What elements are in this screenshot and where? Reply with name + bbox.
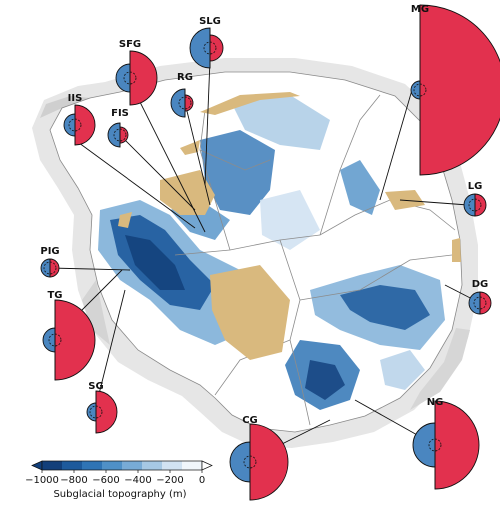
glacier-label-iis: IIS	[68, 93, 83, 104]
cg-reference-circle	[243, 455, 257, 469]
glyph-tg: TG	[42, 290, 96, 381]
glacier-label-slg: SLG	[199, 16, 221, 27]
sfg-reference-circle	[123, 71, 137, 85]
mg-right-half	[419, 4, 500, 176]
cg-left-half	[229, 441, 251, 483]
colorbar-extend-high	[201, 460, 213, 471]
ng-right-half	[434, 400, 480, 490]
glyph-cg: CG	[229, 415, 289, 501]
sg-left-half	[86, 402, 97, 422]
fis-right-half	[119, 126, 129, 144]
colorbar-swatch	[42, 461, 62, 470]
slg-reference-circle	[203, 41, 217, 55]
ronne-filchner-ice-shelf	[160, 170, 215, 215]
leader-rg	[184, 102, 211, 206]
colorbar-ticks: −1000 −800 −600 −400 −200 0	[25, 470, 205, 486]
colorbar-tick-label: −400	[124, 475, 151, 486]
ng-reference-circle	[428, 438, 442, 452]
glacier-label-rg: RG	[177, 72, 193, 83]
glacier-label-mg: MG	[411, 4, 429, 15]
colorbar-title: Subglacial topography (m)	[53, 489, 186, 500]
colorbar-tick-label: −600	[92, 475, 119, 486]
colorbar-swatch	[62, 461, 82, 470]
glyph-rg: RG	[170, 72, 194, 118]
pig-reference-circle	[43, 261, 57, 275]
sfg-right-half	[129, 50, 158, 106]
leader-fis	[119, 134, 196, 211]
leader-sg	[94, 289, 126, 411]
glacier-label-fis: FIS	[111, 108, 129, 119]
colorbar-swatch	[82, 461, 102, 470]
drainage-divides	[174, 94, 456, 426]
colorbar-tick-label: −1000	[25, 475, 59, 486]
iis-reference-circle	[68, 118, 82, 132]
fis-reference-circle	[113, 128, 127, 142]
leader-slg	[204, 59, 211, 186]
sg-reference-circle	[89, 405, 103, 419]
glacier-label-sg: SG	[88, 381, 103, 392]
pig-right-half	[49, 258, 60, 278]
glyph-ng: NG	[412, 397, 480, 490]
glyph-lg: LG	[463, 181, 487, 217]
glyph-sg: SG	[86, 381, 118, 434]
pig-left-half	[40, 258, 51, 278]
colorbar-tick-label: 0	[199, 475, 205, 486]
ng-left-half	[412, 422, 436, 468]
colorbar-swatch	[162, 461, 182, 470]
colorbar-swatch	[142, 461, 162, 470]
glacier-label-dg: DG	[472, 279, 489, 290]
glyph-pig: PIG	[40, 246, 60, 278]
larsen-ice-shelf	[118, 212, 132, 228]
colorbar: −1000 −800 −600 −400 −200 0 Subglacial topogr…	[25, 460, 213, 500]
glyph-fis: FIS	[107, 108, 129, 148]
colorbar-extend-low	[31, 460, 43, 471]
colorbar-swatch	[102, 461, 122, 470]
glacier-label-sfg: SFG	[119, 39, 141, 50]
leader-mg	[379, 89, 413, 201]
colorbar-swatch	[182, 461, 202, 470]
slg-left-half	[189, 27, 211, 69]
colorbar-swatches	[31, 460, 213, 471]
colorbar-tick-label: −800	[60, 475, 87, 486]
colorbar-swatch	[122, 461, 142, 470]
leader-lg	[399, 199, 469, 206]
glyph-slg: SLG	[189, 16, 224, 69]
dg-reference-circle	[473, 296, 487, 310]
shackleton-ice-shelf	[452, 238, 461, 262]
ice-shelves	[118, 92, 461, 360]
slg-right-half	[209, 34, 224, 62]
subglacial-topography-layer	[98, 95, 445, 410]
glyph-sfg: SFG	[115, 39, 158, 106]
glacier-glyphs: IIS SFG SLG RG FIS MG LG DG PIG TG SG CG NG	[40, 4, 500, 501]
glacier-label-ng: NG	[427, 397, 444, 408]
glyph-mg: MG	[410, 4, 500, 176]
leader-pig	[49, 267, 131, 271]
mg-left-half	[410, 80, 421, 100]
tg-right-half	[54, 299, 96, 381]
ross-ice-shelf	[210, 265, 290, 360]
sfg-left-half	[115, 63, 131, 93]
colorbar-tick-label: −200	[156, 475, 183, 486]
sg-right-half	[95, 390, 118, 434]
lg-reference-circle	[468, 198, 482, 212]
dg-right-half	[479, 291, 492, 315]
glyph-dg: DG	[468, 279, 492, 315]
iis-right-half	[74, 104, 96, 146]
glacier-label-tg: TG	[47, 290, 62, 301]
east-shelf-strip	[200, 92, 300, 115]
glacier-label-pig: PIG	[40, 246, 59, 257]
rg-left-half	[170, 88, 186, 118]
rg-right-half	[184, 94, 194, 112]
cg-right-half	[249, 423, 289, 501]
glacier-label-lg: LG	[468, 181, 483, 192]
lg-right-half	[474, 193, 487, 217]
leader-iis	[74, 139, 196, 229]
glacier-label-cg: CG	[242, 415, 258, 426]
rg-reference-circle	[178, 96, 192, 110]
tg-reference-circle	[48, 333, 62, 347]
glyph-iis: IIS	[63, 93, 96, 146]
mg-reference-circle	[413, 83, 427, 97]
